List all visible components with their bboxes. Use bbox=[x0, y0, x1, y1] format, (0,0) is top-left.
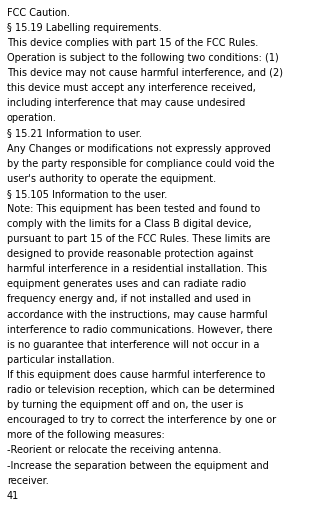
Text: designed to provide reasonable protection against: designed to provide reasonable protectio… bbox=[7, 249, 253, 259]
Text: harmful interference in a residential installation. This: harmful interference in a residential in… bbox=[7, 264, 267, 274]
Text: This device may not cause harmful interference, and (2): This device may not cause harmful interf… bbox=[7, 68, 283, 78]
Text: is no guarantee that interference will not occur in a: is no guarantee that interference will n… bbox=[7, 339, 259, 349]
Text: pursuant to part 15 of the FCC Rules. These limits are: pursuant to part 15 of the FCC Rules. Th… bbox=[7, 234, 270, 244]
Text: § 15.105 Information to the user.: § 15.105 Information to the user. bbox=[7, 188, 167, 199]
Text: receiver.: receiver. bbox=[7, 475, 49, 485]
Text: Operation is subject to the following two conditions: (1): Operation is subject to the following tw… bbox=[7, 53, 279, 63]
Text: Any Changes or modifications not expressly approved: Any Changes or modifications not express… bbox=[7, 143, 271, 153]
Text: Note: This equipment has been tested and found to: Note: This equipment has been tested and… bbox=[7, 204, 260, 213]
Text: frequency energy and, if not installed and used in: frequency energy and, if not installed a… bbox=[7, 294, 251, 304]
Text: equipment generates uses and can radiate radio: equipment generates uses and can radiate… bbox=[7, 279, 246, 289]
Text: 41: 41 bbox=[7, 490, 19, 500]
Text: accordance with the instructions, may cause harmful: accordance with the instructions, may ca… bbox=[7, 309, 268, 319]
Text: This device complies with part 15 of the FCC Rules.: This device complies with part 15 of the… bbox=[7, 38, 258, 48]
Text: -Increase the separation between the equipment and: -Increase the separation between the equ… bbox=[7, 460, 269, 470]
Text: including interference that may cause undesired: including interference that may cause un… bbox=[7, 98, 245, 108]
Text: encouraged to try to correct the interference by one or: encouraged to try to correct the interfe… bbox=[7, 414, 276, 425]
Text: more of the following measures:: more of the following measures: bbox=[7, 430, 165, 439]
Text: interference to radio communications. However, there: interference to radio communications. Ho… bbox=[7, 324, 272, 334]
Text: § 15.19 Labelling requirements.: § 15.19 Labelling requirements. bbox=[7, 23, 162, 33]
Text: user's authority to operate the equipment.: user's authority to operate the equipmen… bbox=[7, 174, 216, 183]
Text: particular installation.: particular installation. bbox=[7, 354, 115, 364]
Text: this device must accept any interference received,: this device must accept any interference… bbox=[7, 83, 256, 93]
Text: by the party responsible for compliance could void the: by the party responsible for compliance … bbox=[7, 158, 275, 168]
Text: radio or television reception, which can be determined: radio or television reception, which can… bbox=[7, 384, 275, 394]
Text: If this equipment does cause harmful interference to: If this equipment does cause harmful int… bbox=[7, 369, 265, 379]
Text: comply with the limits for a Class B digital device,: comply with the limits for a Class B dig… bbox=[7, 218, 252, 229]
Text: -Reorient or relocate the receiving antenna.: -Reorient or relocate the receiving ante… bbox=[7, 444, 221, 455]
Text: § 15.21 Information to user.: § 15.21 Information to user. bbox=[7, 128, 142, 138]
Text: by turning the equipment off and on, the user is: by turning the equipment off and on, the… bbox=[7, 400, 243, 409]
Text: FCC Caution.: FCC Caution. bbox=[7, 8, 70, 18]
Text: operation.: operation. bbox=[7, 113, 57, 123]
